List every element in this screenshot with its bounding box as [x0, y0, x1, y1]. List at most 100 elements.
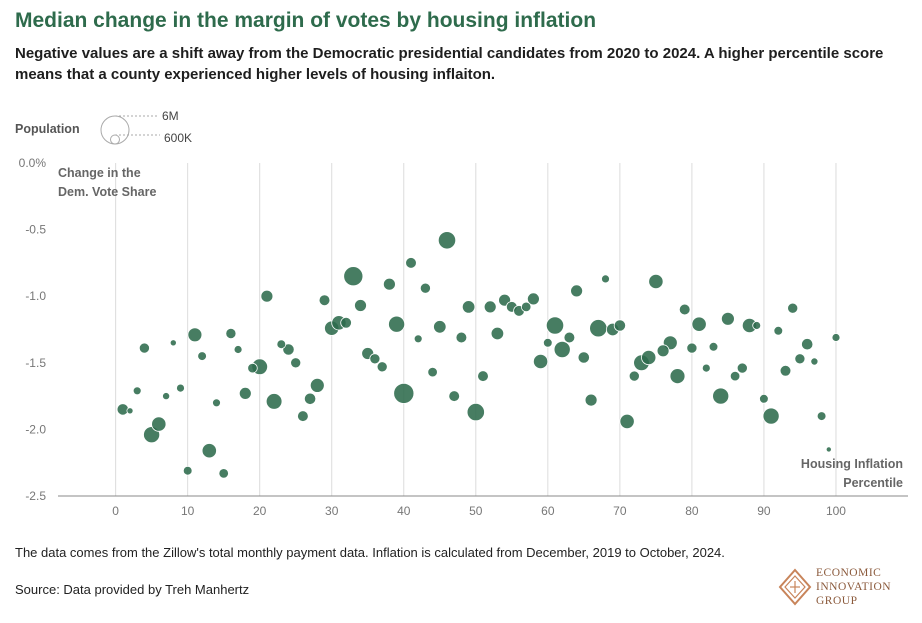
data-point: [201, 443, 217, 459]
data-point: [116, 403, 129, 416]
data-point: [691, 316, 707, 332]
data-point: [801, 338, 814, 351]
data-point: [197, 351, 207, 361]
data-point: [297, 410, 309, 422]
size-legend-label: Population: [15, 122, 80, 136]
source-note: Source: Data provided by Treh Manhertz: [15, 582, 250, 597]
size-legend-small-circle: [110, 134, 120, 145]
x-tick-label: 40: [397, 504, 411, 518]
data-point: [290, 357, 302, 369]
data-point: [405, 257, 417, 269]
size-legend-large-label: 6M: [162, 109, 179, 123]
data-point: [169, 339, 177, 347]
data-point: [825, 446, 832, 453]
data-point: [490, 326, 505, 341]
data-point: [831, 333, 841, 342]
data-point: [521, 301, 532, 313]
data-point: [628, 370, 640, 382]
data-point: [309, 377, 325, 393]
y-axis-title-line1: Change in the: [58, 166, 141, 180]
data-point: [182, 465, 193, 476]
x-tick-label: 60: [541, 504, 555, 518]
data-point: [773, 325, 784, 336]
y-tick-label: -2.0: [25, 422, 46, 436]
data-point: [354, 299, 367, 312]
data-point: [762, 407, 780, 425]
data-point: [413, 334, 423, 344]
data-point: [212, 398, 221, 408]
eig-logo: ECONOMIC INNOVATION GROUP: [778, 566, 908, 616]
data-point: [340, 316, 352, 329]
x-tick-label: 80: [685, 504, 699, 518]
data-point: [151, 416, 167, 432]
data-point: [553, 340, 571, 358]
data-point: [466, 402, 485, 422]
data-point: [247, 362, 258, 374]
data-point: [577, 351, 590, 364]
data-point: [589, 319, 608, 338]
x-tick-label: 0: [112, 504, 119, 518]
data-point: [461, 300, 476, 314]
data-point: [433, 320, 447, 334]
data-point: [393, 382, 415, 404]
x-tick-label: 90: [757, 504, 771, 518]
data-point: [448, 390, 461, 402]
data-point: [542, 337, 553, 348]
data-point: [318, 294, 331, 307]
data-point: [138, 342, 150, 354]
data-point: [701, 363, 711, 373]
data-point: [641, 349, 657, 366]
data-point: [276, 339, 287, 350]
x-tick-label: 100: [826, 504, 846, 518]
data-point: [382, 277, 396, 291]
data-point: [736, 362, 748, 374]
data-point: [376, 361, 388, 373]
y-axis-title-line2: Dem. Vote Share: [58, 185, 156, 199]
data-point: [369, 353, 381, 365]
y-tick-label: -1.0: [25, 289, 46, 303]
y-tick-label: -2.5: [25, 489, 46, 503]
data-point: [678, 303, 691, 316]
data-point: [303, 392, 317, 405]
data-point: [601, 274, 610, 284]
data-point: [721, 311, 735, 326]
data-point: [238, 386, 252, 400]
data-point: [816, 411, 827, 421]
data-point: [187, 327, 203, 343]
data-point: [759, 393, 769, 404]
y-tick-label: -1.5: [25, 356, 46, 370]
data-point: [437, 231, 457, 250]
data-point: [388, 315, 406, 333]
data-point: [669, 368, 686, 385]
data-point: [427, 366, 438, 378]
data-point: [708, 341, 719, 352]
data-point: [729, 370, 741, 382]
data-point: [613, 319, 627, 332]
data-point: [265, 393, 283, 410]
logo-line-3: GROUP: [816, 595, 858, 607]
data-point: [260, 289, 274, 303]
data-point: [712, 387, 730, 405]
data-point: [752, 321, 762, 330]
data-point: [794, 353, 806, 365]
data-point: [483, 300, 497, 314]
x-tick-label: 50: [469, 504, 483, 518]
y-tick-label: -0.5: [25, 223, 46, 237]
logo-text: ECONOMIC INNOVATION GROUP: [816, 566, 891, 608]
data-point: [656, 344, 670, 358]
size-legend-small-label: 600K: [164, 131, 192, 145]
data-point: [282, 343, 295, 356]
chart-subtitle: Negative values are a shift away from th…: [15, 45, 884, 83]
data-point: [527, 292, 540, 306]
data-point: [686, 342, 698, 354]
data-point: [126, 407, 134, 415]
data-point: [532, 353, 549, 370]
data-point: [545, 316, 565, 335]
chart-title: Median change in the margin of votes by …: [15, 9, 597, 32]
x-tick-label: 10: [181, 504, 195, 518]
data-point: [563, 331, 576, 344]
data-point: [779, 364, 792, 377]
x-tick-label: 30: [325, 504, 339, 518]
axes: 0 10 20 30 40 50 60 70 80 90 100 0.0% -0.5 -1.0 -1.5 -2…: [19, 156, 908, 518]
